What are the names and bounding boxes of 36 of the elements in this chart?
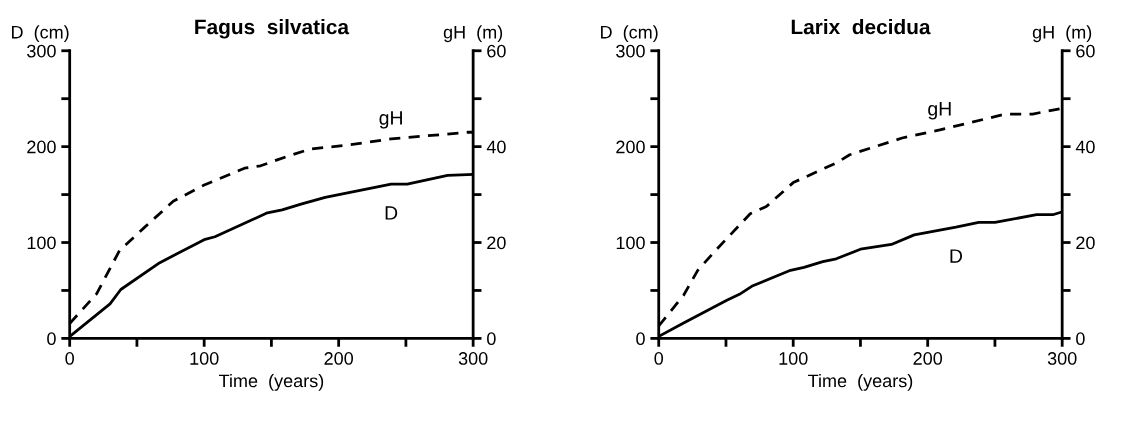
- y2-tick-label: 40: [486, 140, 506, 154]
- series-label: D: [950, 249, 963, 263]
- chart-title: Fagus silvatica: [195, 19, 350, 39]
- series-label: gH: [379, 111, 402, 129]
- y-tick-label: 300: [27, 44, 56, 58]
- chart-title: Larix decidua: [791, 19, 931, 35]
- x-axis-title: Time (years): [219, 373, 324, 391]
- y2-tick-label: 60: [487, 44, 506, 58]
- y-tick-label: 300: [616, 44, 645, 58]
- x-tick-label: 200: [324, 352, 354, 365]
- y-axis-title: D (cm): [601, 25, 658, 43]
- x-tick-label: 100: [190, 352, 219, 365]
- x-tick-label: 0: [654, 352, 664, 365]
- x-tick-label: 0: [65, 352, 74, 365]
- x-tick-label: 200: [913, 352, 943, 365]
- y-tick-label: 0: [636, 332, 645, 346]
- series-label: D: [385, 206, 398, 220]
- x-axis-title: Time (years): [808, 373, 913, 391]
- y-tick-label: 200: [27, 140, 56, 154]
- y2-tick-label: 40: [1075, 140, 1095, 154]
- series-label: gH: [928, 102, 951, 120]
- y-tick-label: 0: [47, 332, 56, 346]
- y2-axis-title: gH (m): [443, 25, 503, 43]
- y2-axis-title: gH (m): [1032, 25, 1092, 43]
- y2-tick-label: 60: [1076, 44, 1095, 58]
- y-tick-label: 200: [616, 140, 645, 154]
- y2-tick-label: 0: [1076, 332, 1085, 346]
- y-axis-title: D (cm): [12, 25, 69, 43]
- y2-tick-label: 0: [487, 332, 496, 346]
- x-tick-label: 100: [779, 352, 808, 365]
- y2-tick-label: 20: [487, 236, 506, 250]
- y-tick-label: 100: [27, 236, 56, 250]
- y-tick-label: 100: [616, 236, 645, 250]
- x-tick-label: 300: [458, 352, 488, 365]
- y2-tick-label: 20: [1076, 236, 1095, 250]
- x-tick-label: 300: [1047, 352, 1077, 365]
